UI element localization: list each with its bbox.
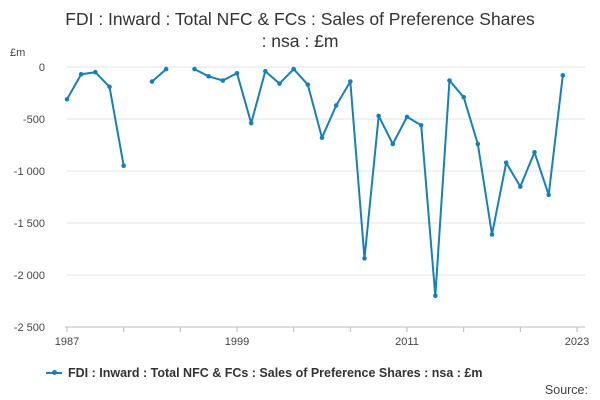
legend-line-marker-icon <box>46 370 62 375</box>
data-point[interactable] <box>348 79 353 84</box>
data-point[interactable] <box>489 232 495 237</box>
data-point[interactable] <box>163 66 169 72</box>
data-point[interactable] <box>390 141 396 147</box>
y-tick-label: -500 <box>23 114 45 126</box>
y-tick-label: -2 000 <box>14 270 45 282</box>
data-point[interactable] <box>319 135 325 141</box>
data-point[interactable] <box>234 70 240 76</box>
axes: 0 -500 -1 000 -1 500 -2 000 -2 500 1987 1999 201… <box>14 62 589 348</box>
data-point[interactable] <box>447 78 452 83</box>
y-tick-label: -1 500 <box>14 218 45 230</box>
data-point[interactable] <box>220 78 226 83</box>
data-point[interactable] <box>333 103 339 108</box>
data-point[interactable] <box>518 184 523 189</box>
y-tick-label: -1 000 <box>14 166 45 178</box>
data-point[interactable] <box>404 114 410 120</box>
x-tick-label: 2011 <box>395 336 419 348</box>
data-point[interactable] <box>121 163 126 169</box>
data-point[interactable] <box>560 73 566 78</box>
chart-title-line-1: FDI : Inward : Total NFC & FCs : Sales o… <box>65 9 535 29</box>
data-point[interactable] <box>546 192 551 198</box>
series-group <box>64 66 566 299</box>
chart-title-line-2: : nsa : £m <box>261 31 339 51</box>
data-point[interactable] <box>532 149 537 155</box>
data-point[interactable] <box>376 113 381 119</box>
y-tick-label: 0 <box>39 62 45 74</box>
data-point[interactable] <box>305 82 311 87</box>
data-point[interactable] <box>277 81 282 86</box>
data-point[interactable] <box>433 293 438 299</box>
data-point[interactable] <box>78 71 84 77</box>
y-axis-unit-label: £m <box>10 47 25 59</box>
data-point[interactable] <box>263 68 268 74</box>
data-point[interactable] <box>475 141 481 147</box>
data-point[interactable] <box>291 66 296 72</box>
chart-title: FDI : Inward : Total NFC & FCs : Sales o… <box>0 8 600 52</box>
legend-label: FDI : Inward : Total NFC & FCs : Sales o… <box>68 366 483 380</box>
series-line <box>194 68 564 297</box>
data-point[interactable] <box>206 74 211 79</box>
x-tick-label: 1999 <box>225 336 249 348</box>
series-line <box>151 68 167 83</box>
source-label: Source: <box>544 383 588 397</box>
data-point[interactable] <box>149 79 155 84</box>
data-point[interactable] <box>418 122 424 128</box>
y-tick-label: -2 500 <box>14 322 45 334</box>
data-point[interactable] <box>362 256 367 261</box>
x-tick-label: 1987 <box>55 336 79 348</box>
data-point[interactable] <box>461 94 466 100</box>
legend[interactable]: FDI : Inward : Total NFC & FCs : Sales o… <box>46 366 482 380</box>
gridlines <box>67 66 585 328</box>
x-tick-label: 2023 <box>565 336 589 348</box>
data-point[interactable] <box>248 120 254 126</box>
data-point[interactable] <box>107 84 112 90</box>
data-point[interactable] <box>64 96 70 102</box>
data-point[interactable] <box>192 66 197 72</box>
data-point[interactable] <box>503 160 509 165</box>
data-point[interactable] <box>93 69 98 75</box>
